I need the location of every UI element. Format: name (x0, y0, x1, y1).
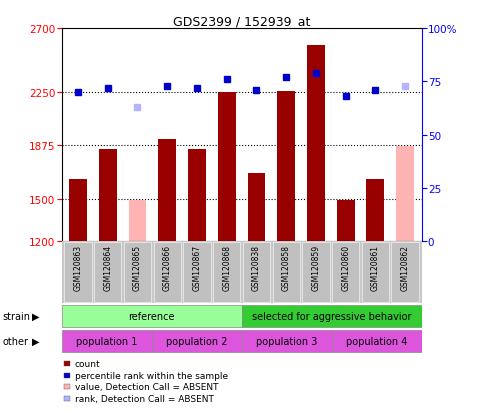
Text: GSM120860: GSM120860 (341, 244, 350, 291)
Text: GSM120863: GSM120863 (73, 244, 82, 291)
Text: population 1: population 1 (76, 336, 137, 346)
Text: GSM120858: GSM120858 (282, 244, 291, 291)
Bar (62, 242, 422, 304)
Bar (69, 179, 87, 242)
Text: GSM120862: GSM120862 (401, 244, 410, 291)
Text: GSM120864: GSM120864 (103, 244, 112, 291)
Text: reference: reference (128, 311, 175, 321)
FancyBboxPatch shape (124, 243, 151, 302)
Text: GSM120865: GSM120865 (133, 244, 142, 291)
Bar (366, 179, 385, 242)
Title: GDS2399 / 152939_at: GDS2399 / 152939_at (173, 15, 310, 28)
Text: strain: strain (2, 311, 31, 321)
Text: value, Detection Call = ABSENT: value, Detection Call = ABSENT (75, 382, 218, 392)
FancyBboxPatch shape (64, 243, 92, 302)
Bar (396, 147, 414, 242)
Text: selected for aggressive behavior: selected for aggressive behavior (252, 311, 411, 321)
Bar (99, 150, 117, 242)
Text: GSM120868: GSM120868 (222, 244, 231, 291)
Text: GSM120859: GSM120859 (312, 244, 320, 291)
FancyBboxPatch shape (362, 243, 389, 302)
Text: ▶: ▶ (32, 336, 39, 346)
Bar (247, 173, 265, 242)
FancyBboxPatch shape (391, 243, 419, 302)
Bar (242, 306, 422, 327)
Text: other: other (2, 336, 29, 346)
FancyBboxPatch shape (273, 243, 300, 302)
Text: GSM120861: GSM120861 (371, 244, 380, 291)
FancyBboxPatch shape (153, 243, 181, 302)
Text: rank, Detection Call = ABSENT: rank, Detection Call = ABSENT (75, 394, 214, 403)
Text: population 4: population 4 (346, 336, 407, 346)
Bar (188, 150, 206, 242)
Bar (218, 93, 236, 242)
Bar (152, 330, 242, 352)
Text: GSM120866: GSM120866 (163, 244, 172, 291)
Bar (158, 140, 176, 242)
Text: count: count (75, 359, 101, 368)
Bar (331, 330, 422, 352)
Bar (129, 200, 146, 242)
Bar (242, 330, 331, 352)
Text: ▶: ▶ (32, 311, 39, 321)
Text: GSM120867: GSM120867 (192, 244, 202, 291)
Bar (307, 46, 325, 242)
FancyBboxPatch shape (183, 243, 211, 302)
FancyBboxPatch shape (213, 243, 241, 302)
Text: percentile rank within the sample: percentile rank within the sample (75, 371, 228, 380)
Text: population 2: population 2 (166, 336, 227, 346)
Bar (277, 91, 295, 242)
FancyBboxPatch shape (243, 243, 270, 302)
FancyBboxPatch shape (94, 243, 121, 302)
FancyBboxPatch shape (332, 243, 359, 302)
Bar (337, 200, 354, 242)
Bar (62, 306, 242, 327)
FancyBboxPatch shape (302, 243, 330, 302)
Bar (62, 330, 152, 352)
Text: GSM120838: GSM120838 (252, 244, 261, 291)
Text: population 3: population 3 (256, 336, 317, 346)
